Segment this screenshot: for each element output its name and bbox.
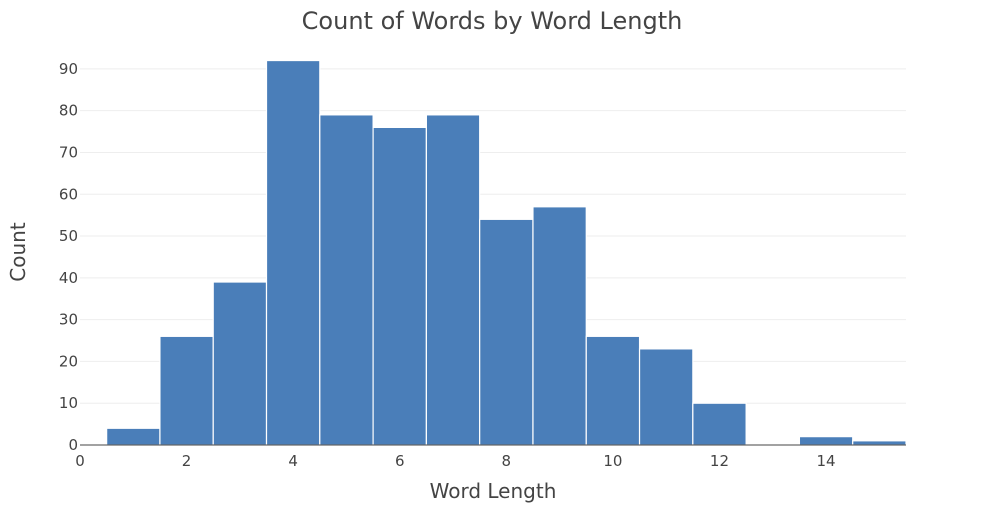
bar (479, 218, 534, 446)
bar (585, 335, 641, 446)
x-tick-label: 0 (75, 452, 85, 470)
y-tick-label: 90 (59, 60, 78, 78)
bar (319, 114, 374, 446)
bar (372, 126, 427, 446)
bar (212, 281, 268, 446)
x-tick-label: 8 (502, 452, 512, 470)
x-tick-labels: 0 2 4 6 8 10 12 14 (75, 452, 835, 470)
y-tick-label: 20 (59, 352, 78, 370)
chart-title: Count of Words by Word Length (302, 7, 683, 35)
y-tick-label: 40 (59, 269, 78, 287)
x-tick-label: 4 (288, 452, 298, 470)
x-tick-label: 2 (182, 452, 192, 470)
y-tick-label: 60 (59, 185, 78, 203)
bar (692, 402, 747, 446)
y-tick-labels: 0 10 20 30 40 50 60 70 80 90 (59, 60, 78, 454)
bars (106, 59, 907, 446)
bar (106, 427, 161, 446)
x-axis-title: Word Length (430, 479, 557, 503)
bar (159, 335, 214, 446)
y-tick-label: 50 (59, 227, 78, 245)
y-axis-title: Count (6, 222, 30, 282)
bar (425, 114, 481, 446)
y-tick-label: 70 (59, 143, 78, 161)
y-tick-label: 10 (59, 394, 78, 412)
x-tick-label: 10 (603, 452, 622, 470)
bar (798, 436, 854, 446)
x-tick-label: 6 (395, 452, 405, 470)
bar (265, 59, 321, 446)
y-tick-label: 30 (59, 311, 78, 329)
y-tick-label: 0 (68, 436, 78, 454)
bar (638, 348, 694, 446)
x-tick-label: 14 (817, 452, 836, 470)
bar (852, 440, 907, 446)
x-tick-label: 12 (710, 452, 729, 470)
y-tick-label: 80 (59, 102, 78, 120)
bar (532, 206, 587, 446)
